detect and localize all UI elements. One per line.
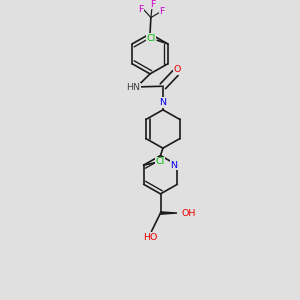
Text: HN: HN [127, 83, 140, 92]
Text: N: N [170, 160, 177, 169]
Text: Cl: Cl [155, 157, 165, 166]
Text: F: F [150, 0, 155, 9]
Text: F: F [160, 7, 165, 16]
Text: OH: OH [182, 208, 196, 217]
Text: HO: HO [143, 233, 157, 242]
Text: N: N [159, 98, 167, 107]
Polygon shape [160, 212, 177, 214]
Text: O: O [173, 65, 181, 74]
Text: F: F [138, 5, 143, 14]
Text: Cl: Cl [146, 34, 156, 43]
